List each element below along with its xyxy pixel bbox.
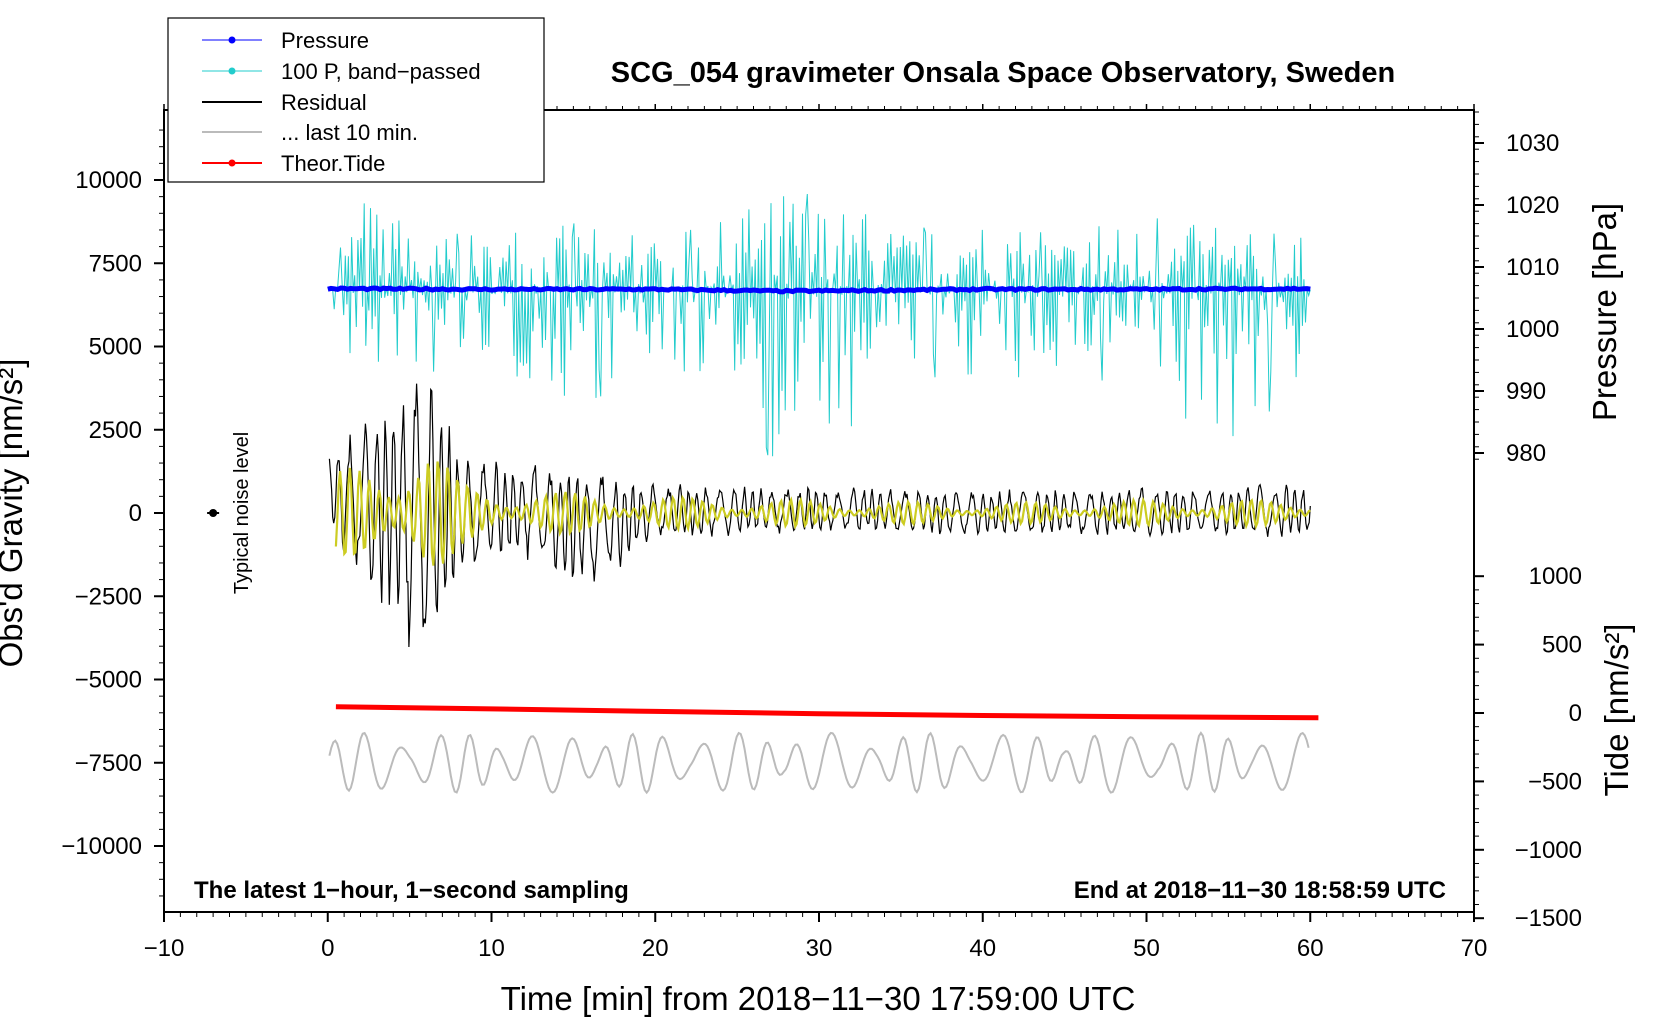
x-tick-label: 50 (1133, 935, 1160, 962)
x-tick-label: 60 (1297, 935, 1324, 962)
legend-key-marker (228, 159, 236, 167)
tide-tick-label: −500 (1528, 768, 1582, 795)
y-left-tick-label: 5000 (89, 334, 142, 361)
y-left-tick-label: −2500 (75, 583, 142, 610)
y-left-tick-label: 10000 (75, 167, 142, 194)
y-axis-label-left: Obs'd Gravity [nm/s²] (0, 359, 29, 668)
filtered-residual-line (334, 461, 1311, 566)
y-left-tick-label: −7500 (75, 750, 142, 777)
legend-box (167, 17, 545, 183)
residual-line (328, 383, 1311, 648)
legend-keys (202, 36, 262, 167)
x-tick-label: 10 (478, 935, 505, 962)
tide-line (335, 704, 1319, 721)
bandpassed-pressure-line (332, 193, 1311, 457)
legend-label-pressure: Pressure (281, 28, 369, 53)
legend-label-tide: Theor.Tide (281, 151, 385, 176)
tide-tick-label: 1000 (1529, 563, 1582, 590)
pressure-tick-label: 1010 (1506, 254, 1559, 281)
pressure-tick-label: 1020 (1506, 192, 1559, 219)
pressure-tick-label: 990 (1506, 378, 1546, 405)
x-axis-label: Time [min] from 2018−11−30 17:59:00 UTC (501, 980, 1136, 1017)
sampling-annotation: The latest 1−hour, 1−second sampling (194, 877, 629, 904)
last-10-min-line (328, 731, 1310, 795)
x-tick-label: −10 (144, 935, 185, 962)
tide-tick-label: 500 (1542, 632, 1582, 659)
noise-level-marker (209, 509, 218, 517)
tide-tick-label: −1000 (1515, 837, 1582, 864)
y-left-tick-label: −10000 (61, 833, 142, 860)
tide-tick-label: 0 (1569, 700, 1582, 727)
legend-label-bandpassed: 100 P, band−passed (281, 59, 481, 84)
y-left-tick-label: 2500 (89, 417, 142, 444)
pressure-tick-label: 1030 (1506, 130, 1559, 157)
y-left-tick-label: 7500 (89, 250, 142, 277)
legend-label-last10: ... last 10 min. (281, 120, 418, 145)
pressure-tick-label: 1000 (1506, 316, 1559, 343)
pressure-line (327, 285, 1311, 295)
legend-label-residual: Residual (281, 90, 367, 115)
y-axis-label-tide: Tide [nm/s²] (1598, 624, 1635, 797)
x-tick-label: 70 (1461, 935, 1488, 962)
legend-key-marker (228, 36, 236, 44)
axes: −10 0 10 20 30 40 50 60 70100007500500025000−250… (61, 104, 1582, 962)
x-tick-label: 0 (321, 935, 334, 962)
y-left-tick-label: −5000 (75, 667, 142, 694)
y-left-tick-label: 0 (129, 500, 142, 527)
noise-level-label: Typical noise level (231, 432, 253, 594)
x-tick-label: 30 (806, 935, 833, 962)
end-time-annotation: End at 2018−11−30 18:58:59 UTC (1074, 877, 1446, 904)
chart-title: SCG_054 gravimeter Onsala Space Observat… (611, 57, 1395, 89)
plot-area (207, 193, 1319, 795)
x-tick-label: 40 (969, 935, 996, 962)
legend-key-marker (228, 67, 236, 75)
legend: Pressure 100 P, band−passed Residual ...… (167, 17, 545, 183)
tide-tick-label: −1500 (1515, 905, 1582, 932)
y-axis-label-pressure: Pressure [hPa] (1586, 203, 1623, 421)
x-tick-label: 20 (642, 935, 669, 962)
pressure-tick-label: 980 (1506, 440, 1546, 467)
